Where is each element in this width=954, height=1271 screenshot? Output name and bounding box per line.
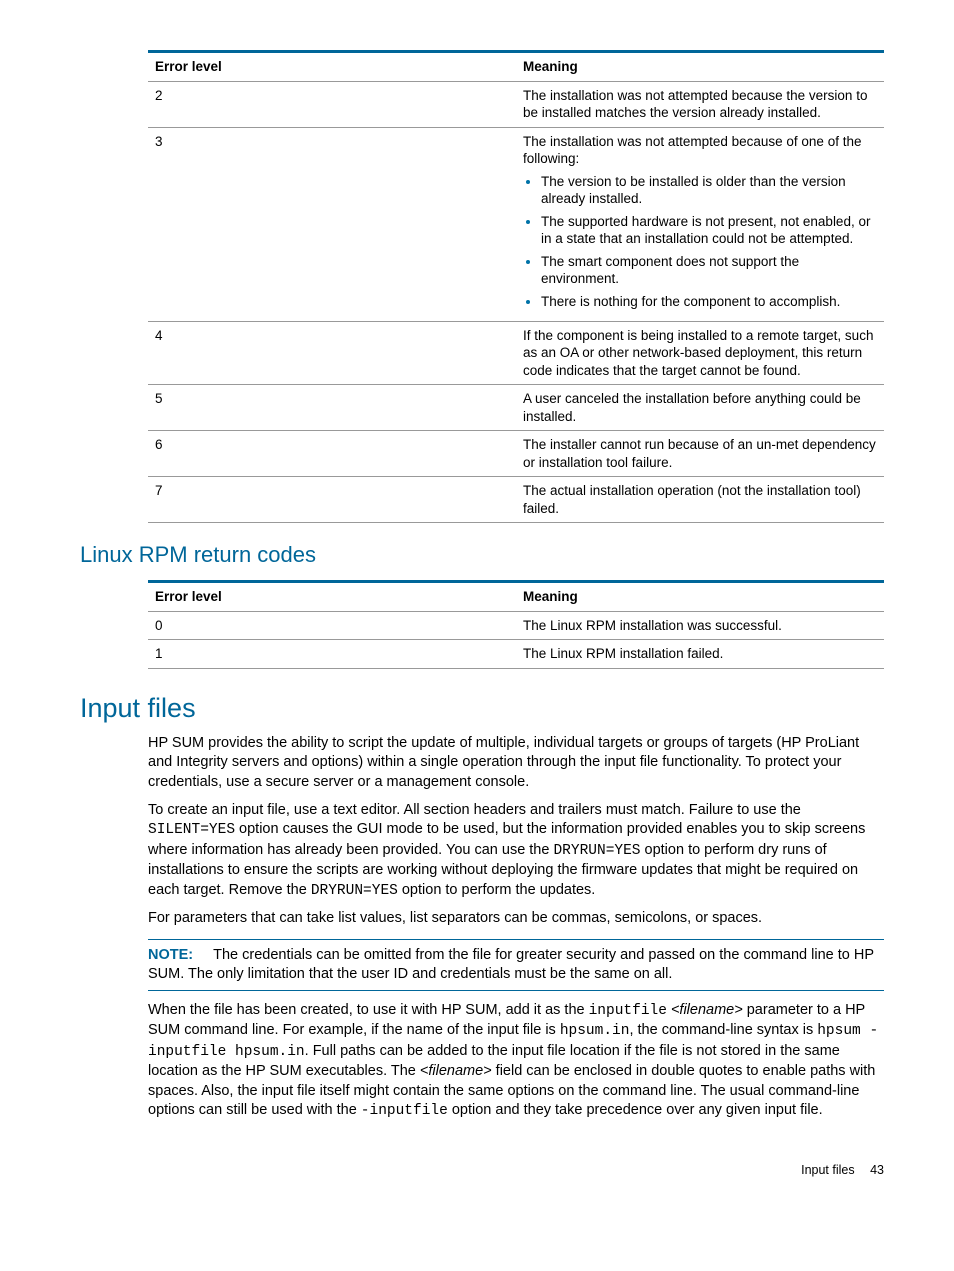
table-header: Meaning	[516, 52, 884, 82]
table-row: 3The installation was not attempted beca…	[148, 127, 884, 321]
error-level-cell: 5	[148, 385, 516, 431]
table-row: 4If the component is being installed to …	[148, 321, 884, 385]
paragraph: HP SUM provides the ability to script th…	[148, 734, 884, 793]
error-level-cell: 0	[148, 611, 516, 640]
meaning-cell: The actual installation operation (not t…	[516, 477, 884, 523]
meaning-bullet: The smart component does not support the…	[541, 253, 877, 288]
table-row: 5A user canceled the installation before…	[148, 385, 884, 431]
meaning-bullet: The supported hardware is not present, n…	[541, 213, 877, 248]
meaning-bullet: The version to be installed is older tha…	[541, 173, 877, 208]
table-row: 6The installer cannot run because of an …	[148, 431, 884, 477]
section-heading-linux-rpm: Linux RPM return codes	[80, 541, 884, 570]
footer-text: Input files	[801, 1163, 855, 1177]
error-codes-table: Error level Meaning 2The installation wa…	[148, 50, 884, 523]
meaning-cell: The Linux RPM installation failed.	[516, 640, 884, 669]
note-text: The credentials can be omitted from the …	[148, 947, 874, 982]
error-level-cell: 3	[148, 127, 516, 321]
error-level-cell: 4	[148, 321, 516, 385]
table-header: Meaning	[516, 582, 884, 612]
meaning-cell: A user canceled the installation before …	[516, 385, 884, 431]
table-row: 2The installation was not attempted beca…	[148, 81, 884, 127]
note-box: NOTE:The credentials can be omitted from…	[148, 939, 884, 991]
note-label: NOTE:	[148, 947, 193, 963]
error-level-cell: 7	[148, 477, 516, 523]
meaning-bullet: There is nothing for the component to ac…	[541, 293, 877, 311]
meaning-cell: The installer cannot run because of an u…	[516, 431, 884, 477]
table-row: 0The Linux RPM installation was successf…	[148, 611, 884, 640]
table-row: 7The actual installation operation (not …	[148, 477, 884, 523]
section-heading-input-files: Input files	[80, 691, 884, 726]
paragraph: When the file has been created, to use i…	[148, 1001, 884, 1122]
table-header: Error level	[148, 582, 516, 612]
meaning-cell: The installation was not attempted becau…	[516, 127, 884, 321]
table-header: Error level	[148, 52, 516, 82]
meaning-cell: The installation was not attempted becau…	[516, 81, 884, 127]
meaning-cell: The Linux RPM installation was successfu…	[516, 611, 884, 640]
paragraph: To create an input file, use a text edit…	[148, 801, 884, 902]
paragraph: For parameters that can take list values…	[148, 909, 884, 929]
error-level-cell: 6	[148, 431, 516, 477]
table-row: 1The Linux RPM installation failed.	[148, 640, 884, 669]
meaning-cell: If the component is being installed to a…	[516, 321, 884, 385]
linux-rpm-table: Error level Meaning 0The Linux RPM insta…	[148, 580, 884, 669]
page-number: 43	[870, 1163, 884, 1177]
error-level-cell: 2	[148, 81, 516, 127]
error-level-cell: 1	[148, 640, 516, 669]
page-footer: Input files 43	[80, 1162, 884, 1178]
